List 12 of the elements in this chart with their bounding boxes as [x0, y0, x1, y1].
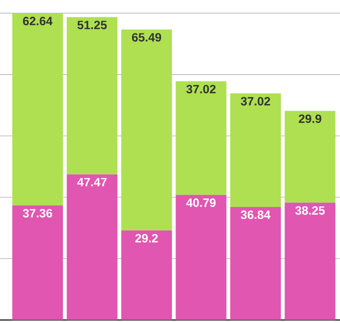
data-label: 65.49 — [132, 32, 162, 42]
data-label: 38.25 — [295, 206, 325, 215]
data-label: 37.36 — [22, 208, 52, 218]
data-label: 51.25 — [77, 20, 107, 30]
data-label: 37.02 — [186, 84, 216, 94]
data-label: 37.02 — [240, 96, 270, 106]
data-label: 40.79 — [186, 198, 216, 207]
data-label: 47.47 — [77, 178, 107, 186]
data-label: 36.84 — [240, 210, 270, 219]
data-label: 62.64 — [23, 16, 53, 26]
data-label: 29.9 — [298, 114, 322, 123]
data-label: 29.2 — [135, 234, 158, 242]
